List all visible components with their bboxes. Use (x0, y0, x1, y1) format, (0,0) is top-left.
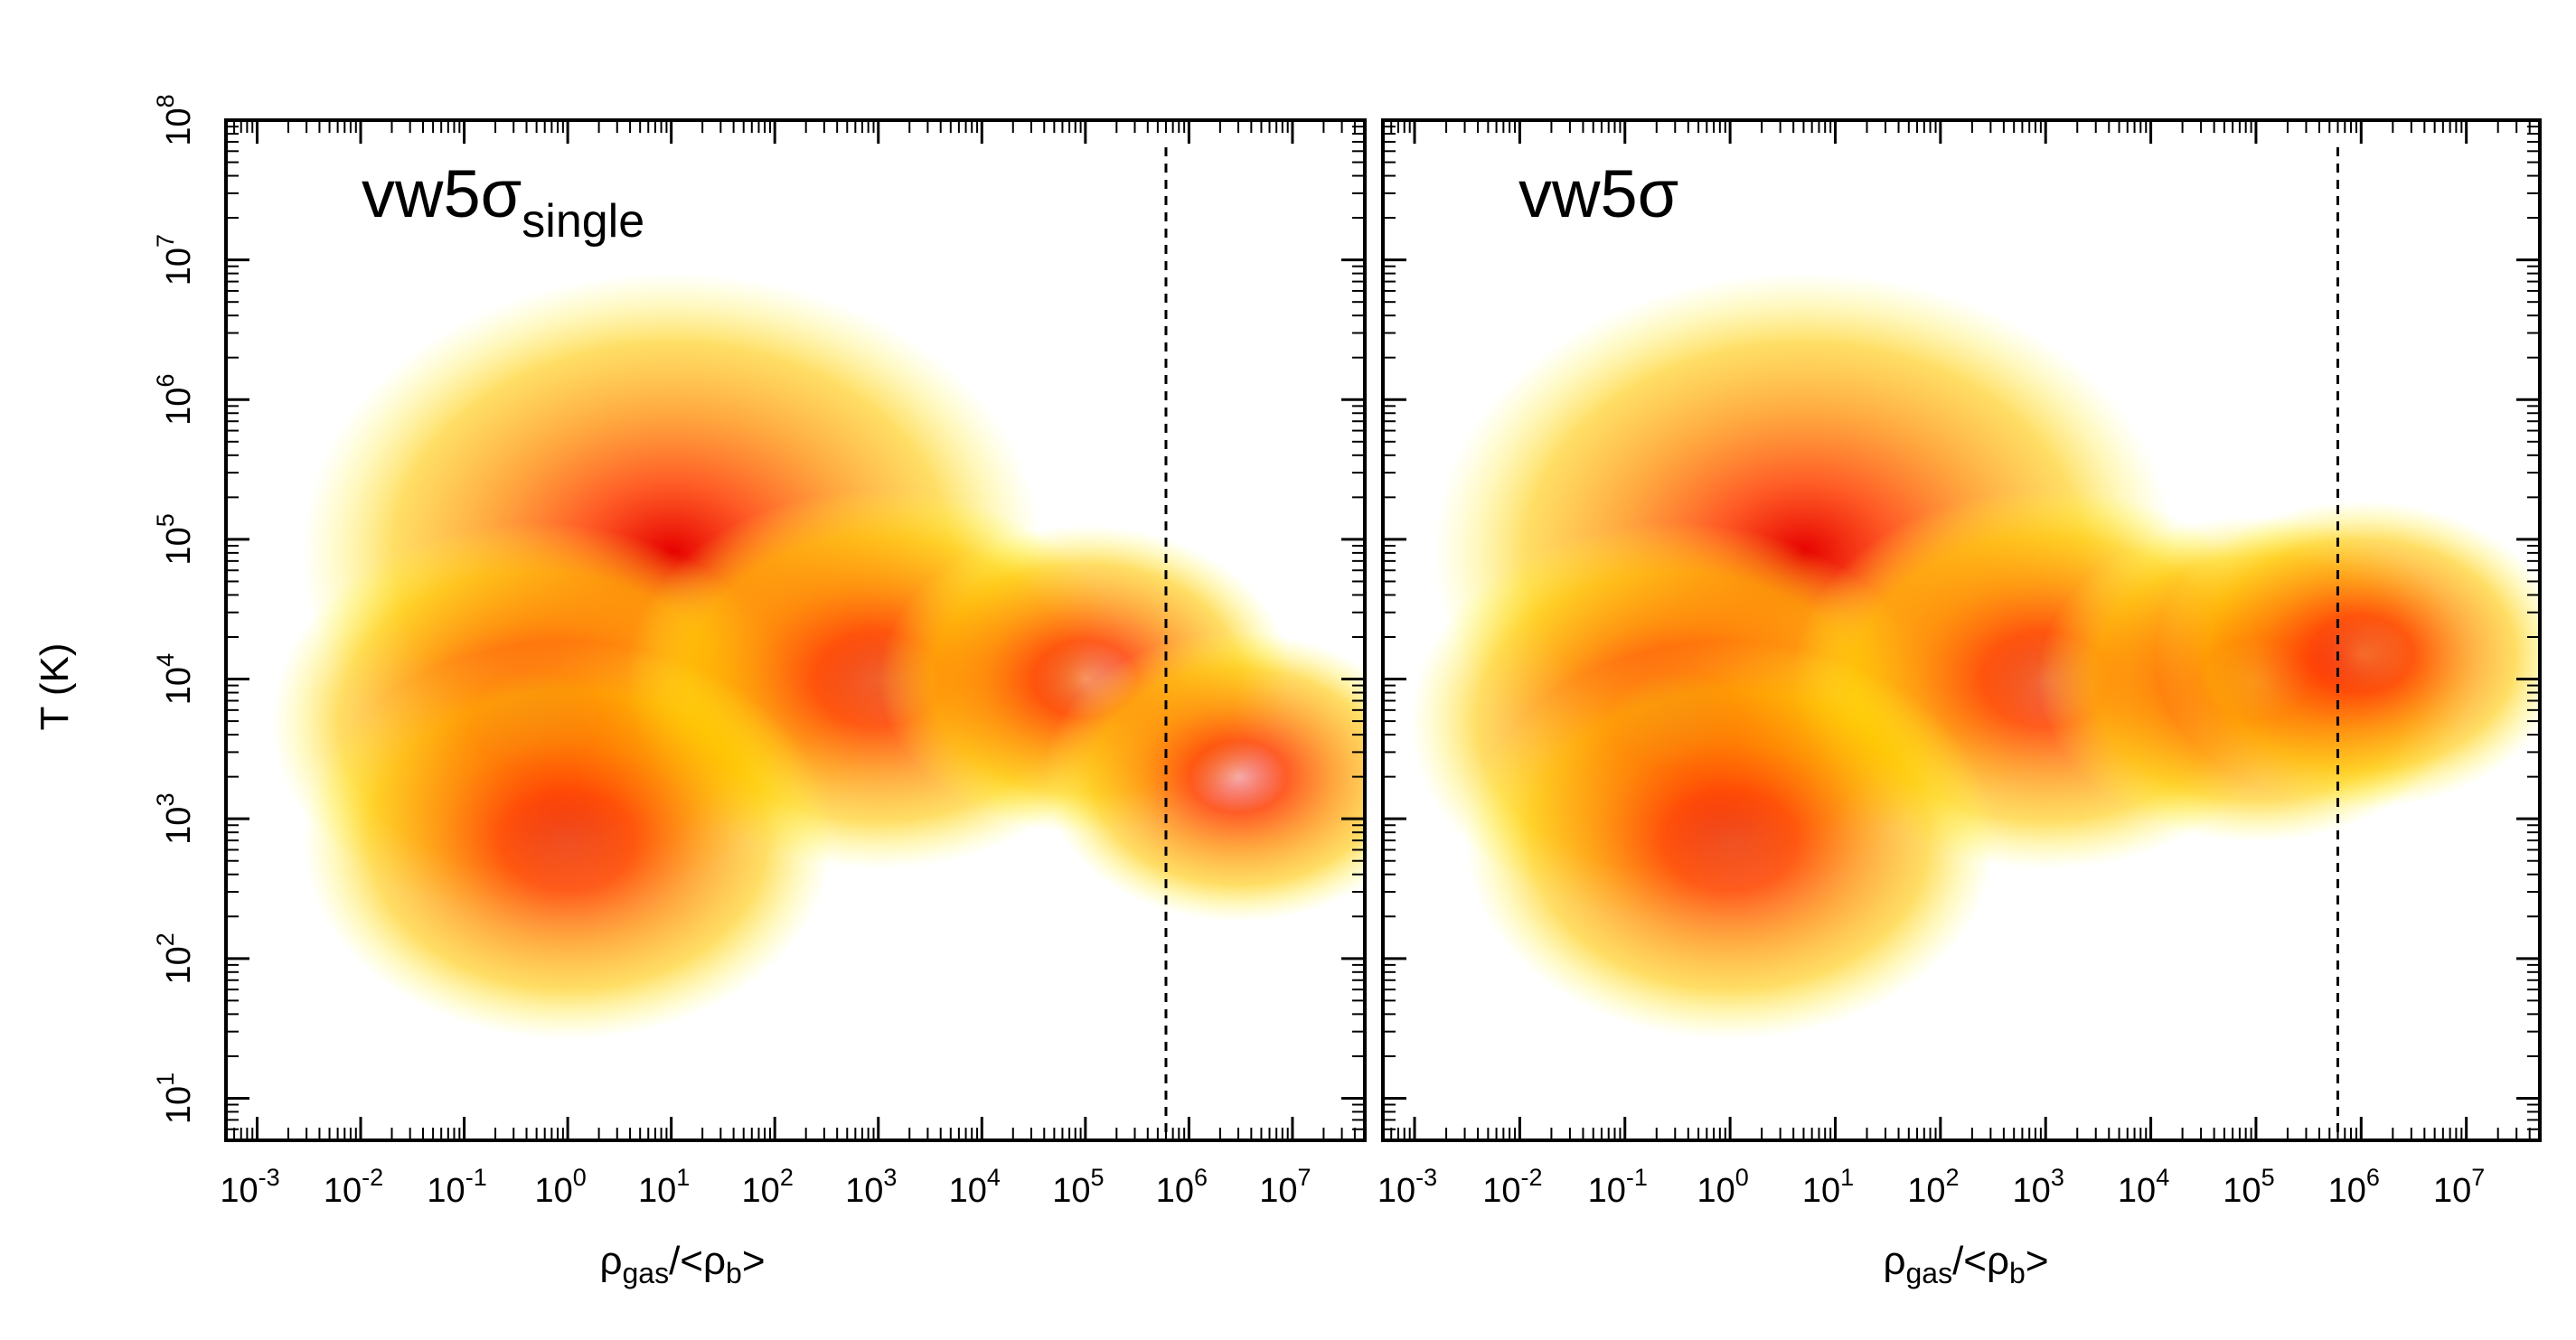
right-density-map (1410, 272, 2540, 1040)
y-tick-label: 104 (152, 653, 198, 705)
y-tick-label: 102 (152, 932, 198, 984)
x-tick-label: 10-2 (324, 1164, 383, 1210)
x-tick-label: 10-1 (427, 1164, 486, 1210)
y-tick-label: 108 (152, 94, 198, 145)
right-panel-label: vw5σ (1518, 156, 1678, 231)
left-x-axis-title: ρgas/<ρb> (599, 1239, 765, 1289)
x-tick-label: 102 (742, 1164, 794, 1210)
y-tick-label: 105 (152, 513, 198, 565)
x-tick-label: 103 (845, 1164, 897, 1210)
y-axis-title: T (K) (33, 643, 77, 731)
x-tick-label: 105 (2223, 1164, 2274, 1210)
x-tick-label: 106 (2328, 1164, 2380, 1210)
left-panel: 10-3 10-2 10-1 100 101 102 103 104 105 106 107 101 1… (33, 94, 1367, 1289)
x-tick-label: 100 (534, 1164, 586, 1210)
x-tick-label: 10-3 (1377, 1164, 1437, 1210)
right-x-axis-title: ρgas/<ρb> (1883, 1239, 2048, 1289)
x-tick-label: 107 (2433, 1164, 2485, 1210)
density-blob (303, 642, 833, 1040)
x-tick-label: 104 (949, 1164, 1001, 1210)
y-tick-label: 101 (152, 1073, 198, 1124)
x-tick-label: 100 (1697, 1164, 1748, 1210)
x-tick-label: 105 (1052, 1164, 1104, 1210)
y-tick-label: 107 (152, 234, 198, 286)
x-tick-label: 10-1 (1588, 1164, 1648, 1210)
x-tick-label: 103 (2013, 1164, 2064, 1210)
density-blob (1044, 632, 1365, 922)
left-axes: 10-3 10-2 10-1 100 101 102 103 104 105 106 107 101 1… (152, 94, 1367, 1210)
right-panel: 10-3 10-2 10-1 100 101 102 103 104 105 106 107 vw5… (1377, 118, 2542, 1289)
y-tick-label: 103 (152, 793, 198, 845)
plot-frame (224, 118, 1367, 1142)
x-tick-label: 106 (1156, 1164, 1208, 1210)
x-tick-label: 107 (1259, 1164, 1311, 1210)
density-blob (1465, 642, 1996, 1040)
x-tick-label: 102 (1907, 1164, 1959, 1210)
x-tick-label: 10-2 (1482, 1164, 1542, 1210)
x-tick-label: 101 (638, 1164, 690, 1210)
x-tick-label: 10-3 (220, 1164, 279, 1210)
left-density-map (271, 272, 1365, 1040)
x-tick-label: 101 (1802, 1164, 1854, 1210)
left-panel-label: vw5σsingle (362, 156, 644, 248)
y-tick-label: 106 (152, 374, 198, 426)
right-axes: 10-3 10-2 10-1 100 101 102 103 104 105 106 107 (1377, 118, 2542, 1210)
plot-frame (1381, 118, 2542, 1142)
x-tick-label: 104 (2118, 1164, 2169, 1210)
density-blob (2155, 501, 2540, 809)
